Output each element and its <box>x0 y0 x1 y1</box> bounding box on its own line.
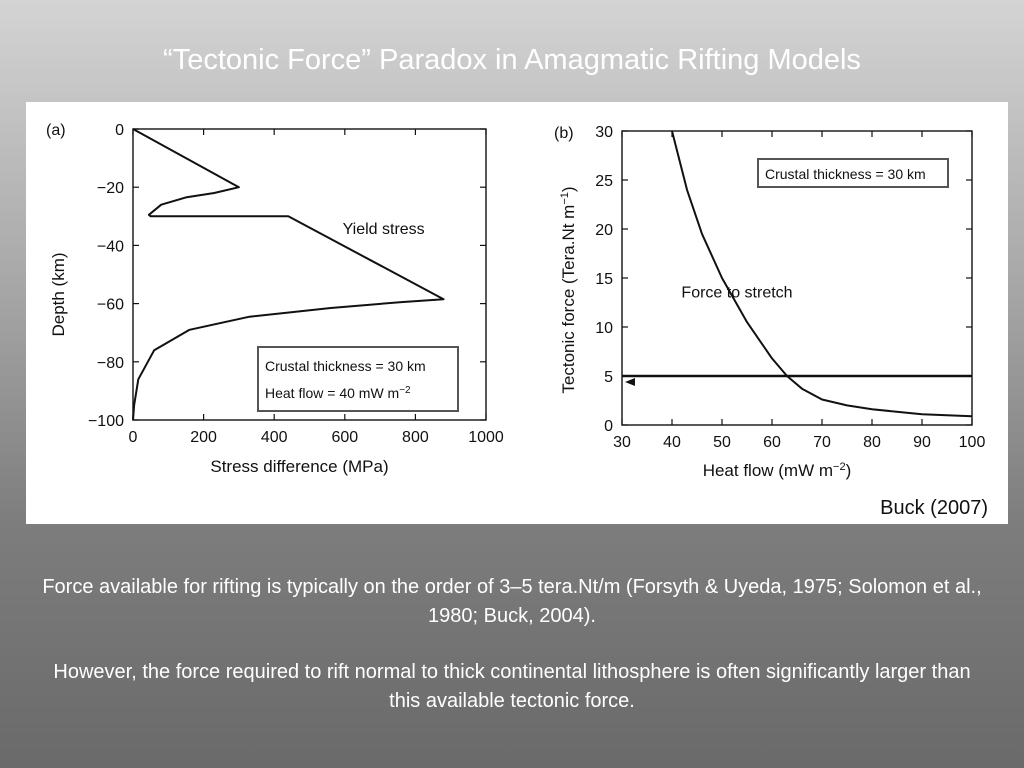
a-y-tick-label: −80 <box>97 355 124 372</box>
a-x-tick-label: 600 <box>331 429 358 446</box>
a-y-tick-label: 0 <box>115 122 124 139</box>
a-x-tick-label: 800 <box>402 429 429 446</box>
b-x-tick-label: 60 <box>763 434 781 451</box>
b-y-tick-label: 10 <box>595 320 613 337</box>
paragraph-required-force: However, the force required to rift norm… <box>53 661 971 712</box>
a-x-tick-label: 400 <box>261 429 288 446</box>
b-y-tick-label: 15 <box>595 271 613 288</box>
a-legend-crust: Crustal thickness = 30 km <box>265 358 426 374</box>
a-legend-box <box>257 346 459 412</box>
b-x-tick-label: 100 <box>959 434 986 451</box>
b-x-tick-label: 50 <box>713 434 731 451</box>
b-x-axis-label: Heat flow (mW m−2) <box>703 461 852 480</box>
a-y-tick-label: −60 <box>97 297 124 314</box>
b-legend-box <box>757 158 949 188</box>
b-level-arrow-icon <box>625 378 635 386</box>
b-y-axis-label: Tectonic force (Tera.Nt m−1) <box>559 186 578 393</box>
b-x-tick-label: 30 <box>613 434 631 451</box>
a-x-tick-label: 200 <box>190 429 217 446</box>
b-x-tick-label: 90 <box>913 434 931 451</box>
b-x-tick-label: 70 <box>813 434 831 451</box>
a-y-axis-label: Depth (km) <box>49 252 68 336</box>
a-panel-label: (a) <box>46 122 66 139</box>
slide-title: “Tectonic Force” Paradox in Amagmatic Ri… <box>163 44 861 76</box>
a-x-tick-label: 0 <box>129 429 138 446</box>
figure-svg: 0 200 400 600 800 10000−20−40−60−80−100Yield … <box>46 122 986 480</box>
b-y-tick-label: 0 <box>604 418 613 435</box>
a-annotation-label: Yield stress <box>343 221 425 238</box>
b-x-tick-label: 40 <box>663 434 681 451</box>
paragraph-available-force: Force available for rifting is typically… <box>42 576 982 627</box>
a-x-tick-label: 1000 <box>468 429 504 446</box>
b-y-tick-label: 5 <box>604 369 613 386</box>
a-plot-frame <box>132 128 487 421</box>
figure-source: Buck (2007) <box>880 497 988 519</box>
b-legend-crust: Crustal thickness = 30 km <box>765 166 926 182</box>
a-legend-heatflow: Heat flow = 40 mW m−2 <box>265 385 411 402</box>
b-annotation-label: Force to stretch <box>681 285 792 302</box>
a-y-tick-label: −20 <box>97 180 124 197</box>
a-y-tick-label: −40 <box>97 238 124 255</box>
b-y-tick-label: 30 <box>595 124 613 141</box>
figure-panel: 0 200 400 600 800 1000 0 −20 −40 −60 −80 −100 Yield … <box>26 102 1008 524</box>
b-x-tick-label: 80 <box>863 434 881 451</box>
a-y-tick-label: −100 <box>88 413 124 430</box>
b-y-tick-label: 25 <box>595 173 613 190</box>
b-panel-label: (b) <box>554 125 574 142</box>
b-y-tick-label: 20 <box>595 222 613 239</box>
a-series-line-0 <box>132 128 445 421</box>
a-x-axis-label: Stress difference (MPa) <box>210 457 388 476</box>
